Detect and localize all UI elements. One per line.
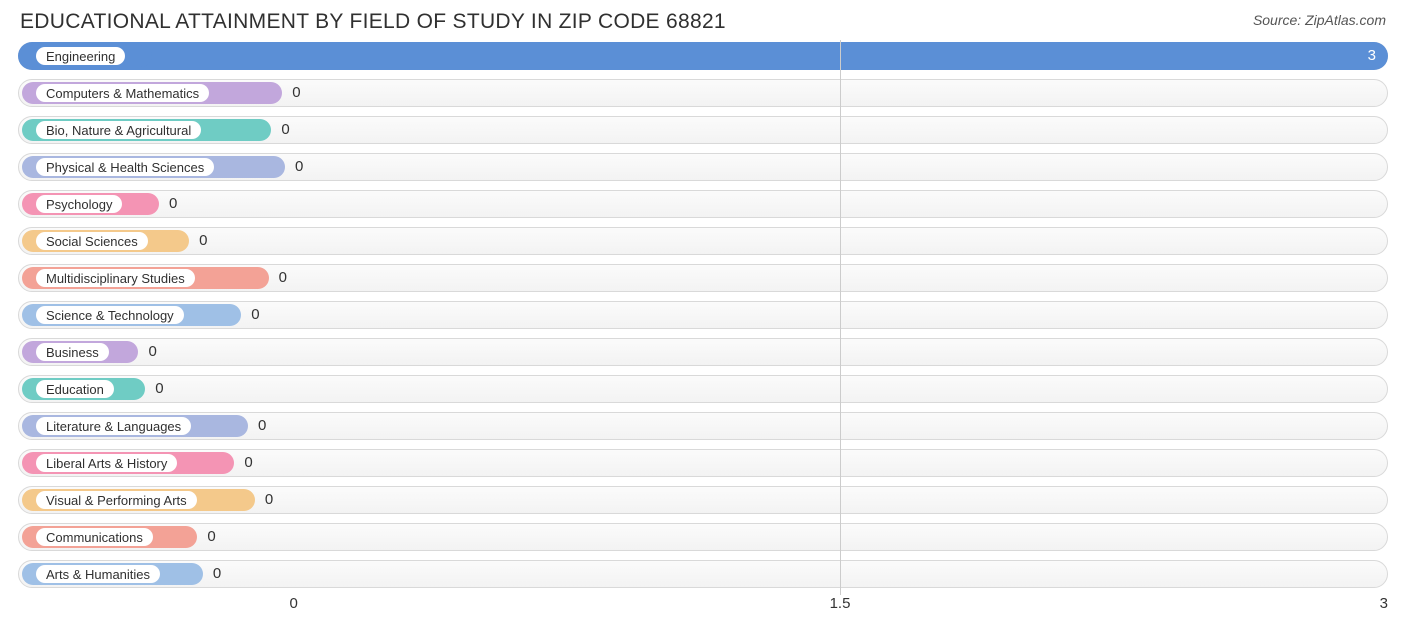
chart-area: 3EngineeringComputers & Mathematics0Bio,… xyxy=(0,40,1406,619)
bar-track xyxy=(18,375,1388,403)
category-label: Arts & Humanities xyxy=(36,565,160,583)
category-pill: Psychology xyxy=(22,193,159,215)
chart-row: Bio, Nature & Agricultural 0 xyxy=(18,114,1388,146)
chart-row: Social Sciences 0 xyxy=(18,225,1388,257)
chart-row: Arts & Humanities 0 xyxy=(18,558,1388,590)
category-pill: Arts & Humanities xyxy=(22,563,203,585)
category-label: Literature & Languages xyxy=(36,417,191,435)
chart-row: Science & Technology 0 xyxy=(18,299,1388,331)
grid-line xyxy=(840,40,841,595)
category-label: Social Sciences xyxy=(36,232,148,250)
bar-track xyxy=(18,560,1388,588)
bar-value: 0 xyxy=(292,79,300,107)
category-pill: Social Sciences xyxy=(22,230,189,252)
category-pill: Literature & Languages xyxy=(22,415,248,437)
bar-value: 0 xyxy=(199,227,207,255)
bar-value: 0 xyxy=(295,153,303,181)
category-pill: Communications xyxy=(22,526,197,548)
category-label: Liberal Arts & History xyxy=(36,454,177,472)
category-label: Computers & Mathematics xyxy=(36,84,209,102)
category-pill: Engineering xyxy=(22,45,152,67)
chart-row: Multidisciplinary Studies 0 xyxy=(18,262,1388,294)
category-pill: Physical & Health Sciences xyxy=(22,156,285,178)
category-label: Business xyxy=(36,343,109,361)
chart-header: EDUCATIONAL ATTAINMENT BY FIELD OF STUDY… xyxy=(0,0,1406,40)
bar-value: 0 xyxy=(213,560,221,588)
category-label: Bio, Nature & Agricultural xyxy=(36,121,201,139)
bar-value: 0 xyxy=(207,523,215,551)
bar-value: 0 xyxy=(251,301,259,329)
bar-track xyxy=(18,523,1388,551)
x-axis: 01.53 xyxy=(18,595,1388,619)
bar-value: 0 xyxy=(244,449,252,477)
chart-row: Physical & Health Sciences 0 xyxy=(18,151,1388,183)
chart-row: Education 0 xyxy=(18,373,1388,405)
category-pill: Business xyxy=(22,341,138,363)
chart-title: EDUCATIONAL ATTAINMENT BY FIELD OF STUDY… xyxy=(20,10,726,34)
bar-value: 0 xyxy=(265,486,273,514)
chart-row: Liberal Arts & History 0 xyxy=(18,447,1388,479)
category-pill: Science & Technology xyxy=(22,304,241,326)
chart-row: Computers & Mathematics 0 xyxy=(18,77,1388,109)
chart-row: Psychology 0 xyxy=(18,188,1388,220)
chart-rows: 3EngineeringComputers & Mathematics0Bio,… xyxy=(18,40,1388,590)
category-pill: Computers & Mathematics xyxy=(22,82,282,104)
category-label: Education xyxy=(36,380,114,398)
chart-row: Business 0 xyxy=(18,336,1388,368)
category-pill: Multidisciplinary Studies xyxy=(22,267,269,289)
bar-value: 0 xyxy=(148,338,156,366)
chart-row: Literature & Languages 0 xyxy=(18,410,1388,442)
chart-row: 3Engineering xyxy=(18,40,1388,72)
bar-track xyxy=(18,338,1388,366)
bar-track xyxy=(18,227,1388,255)
bar-value: 0 xyxy=(281,116,289,144)
axis-tick: 1.5 xyxy=(830,595,851,612)
axis-tick: 3 xyxy=(1380,595,1388,612)
bar-value: 0 xyxy=(279,264,287,292)
bar-value: 0 xyxy=(155,375,163,403)
chart-source: Source: ZipAtlas.com xyxy=(1253,10,1386,28)
chart-row: Communications 0 xyxy=(18,521,1388,553)
bar-value: 0 xyxy=(169,190,177,218)
bar-fill: 3 xyxy=(18,42,1388,70)
category-label: Science & Technology xyxy=(36,306,184,324)
category-label: Engineering xyxy=(36,47,125,65)
category-pill: Bio, Nature & Agricultural xyxy=(22,119,271,141)
bar-value: 0 xyxy=(258,412,266,440)
category-label: Multidisciplinary Studies xyxy=(36,269,195,287)
axis-tick: 0 xyxy=(289,595,297,612)
category-label: Visual & Performing Arts xyxy=(36,491,197,509)
chart-row: Visual & Performing Arts 0 xyxy=(18,484,1388,516)
category-label: Physical & Health Sciences xyxy=(36,158,214,176)
bar-track xyxy=(18,190,1388,218)
category-pill: Visual & Performing Arts xyxy=(22,489,255,511)
category-pill: Liberal Arts & History xyxy=(22,452,234,474)
category-label: Psychology xyxy=(36,195,122,213)
category-label: Communications xyxy=(36,528,153,546)
category-pill: Education xyxy=(22,378,145,400)
